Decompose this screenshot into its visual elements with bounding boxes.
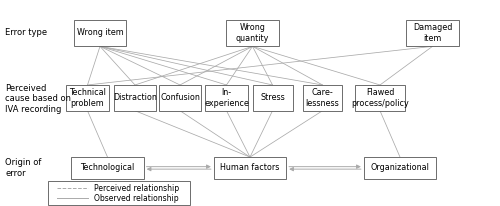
Text: Wrong
quantity: Wrong quantity bbox=[236, 23, 269, 43]
Text: Perceived
cause based on
IVA recording: Perceived cause based on IVA recording bbox=[5, 84, 71, 114]
Text: Human factors: Human factors bbox=[220, 163, 280, 172]
FancyBboxPatch shape bbox=[66, 85, 108, 111]
Text: Observed relationship: Observed relationship bbox=[94, 194, 178, 203]
Text: Perceived relationship: Perceived relationship bbox=[94, 184, 178, 193]
FancyBboxPatch shape bbox=[74, 20, 126, 46]
FancyBboxPatch shape bbox=[206, 85, 248, 111]
FancyBboxPatch shape bbox=[355, 85, 405, 111]
Text: In-
experience: In- experience bbox=[204, 88, 249, 108]
Text: Damaged
item: Damaged item bbox=[413, 23, 452, 43]
Text: Confusion: Confusion bbox=[160, 93, 200, 102]
FancyBboxPatch shape bbox=[72, 157, 144, 179]
Text: Flawed
process/policy: Flawed process/policy bbox=[351, 88, 409, 108]
Text: Wrong item: Wrong item bbox=[76, 28, 124, 37]
Text: Stress: Stress bbox=[260, 93, 285, 102]
Text: Organizational: Organizational bbox=[370, 163, 430, 172]
FancyBboxPatch shape bbox=[214, 157, 286, 179]
FancyBboxPatch shape bbox=[364, 157, 436, 179]
FancyBboxPatch shape bbox=[159, 85, 201, 111]
FancyBboxPatch shape bbox=[114, 85, 156, 111]
FancyBboxPatch shape bbox=[48, 181, 190, 205]
Text: Technological: Technological bbox=[80, 163, 134, 172]
Text: Distraction: Distraction bbox=[113, 93, 157, 102]
FancyBboxPatch shape bbox=[226, 20, 279, 46]
Text: Care-
lessness: Care- lessness bbox=[306, 88, 340, 108]
FancyBboxPatch shape bbox=[252, 85, 292, 111]
Text: Origin of
error: Origin of error bbox=[5, 158, 42, 178]
Text: Error type: Error type bbox=[5, 28, 47, 37]
Text: Technical
problem: Technical problem bbox=[69, 88, 106, 108]
FancyBboxPatch shape bbox=[302, 85, 343, 111]
FancyBboxPatch shape bbox=[406, 20, 459, 46]
